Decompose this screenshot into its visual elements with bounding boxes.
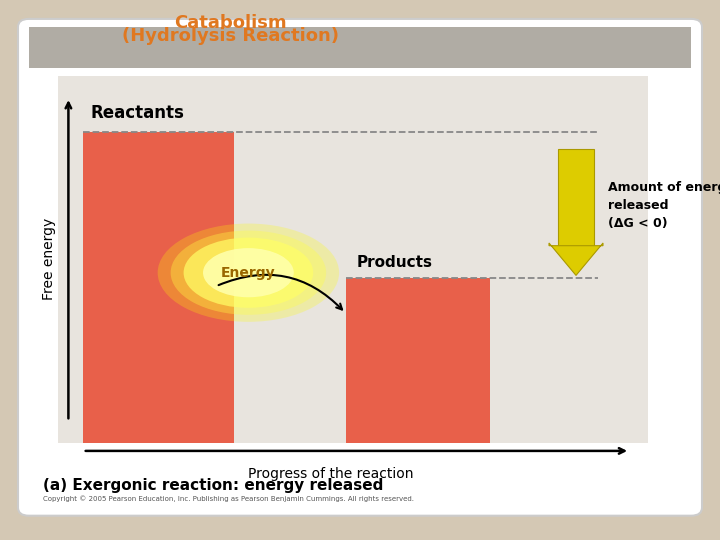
Ellipse shape [171, 231, 326, 315]
Text: Progress of the reaction: Progress of the reaction [248, 467, 414, 481]
Text: Free energy: Free energy [42, 218, 56, 300]
Ellipse shape [203, 248, 294, 297]
FancyBboxPatch shape [18, 19, 702, 516]
Bar [346, 278, 490, 443]
Text: Products: Products [356, 255, 433, 270]
Ellipse shape [158, 224, 339, 322]
Bar [558, 148, 594, 246]
Bar [29, 27, 691, 68]
Text: Copyright © 2005 Pearson Education, Inc. Publishing as Pearson Benjamin Cummings: Copyright © 2005 Pearson Education, Inc.… [43, 496, 414, 502]
Text: Catabolism: Catabolism [174, 14, 287, 31]
Text: Amount of energy
released
(ΔG < 0): Amount of energy released (ΔG < 0) [608, 181, 720, 230]
Ellipse shape [184, 238, 313, 308]
FancyArrow shape [549, 243, 603, 275]
Text: (Hydrolysis Reaction): (Hydrolysis Reaction) [122, 27, 339, 45]
Bar [58, 76, 648, 443]
Text: (a) Exergonic reaction: energy released: (a) Exergonic reaction: energy released [43, 478, 384, 493]
Text: Reactants: Reactants [90, 104, 184, 122]
Text: Energy: Energy [221, 266, 276, 280]
Bar [83, 132, 234, 443]
